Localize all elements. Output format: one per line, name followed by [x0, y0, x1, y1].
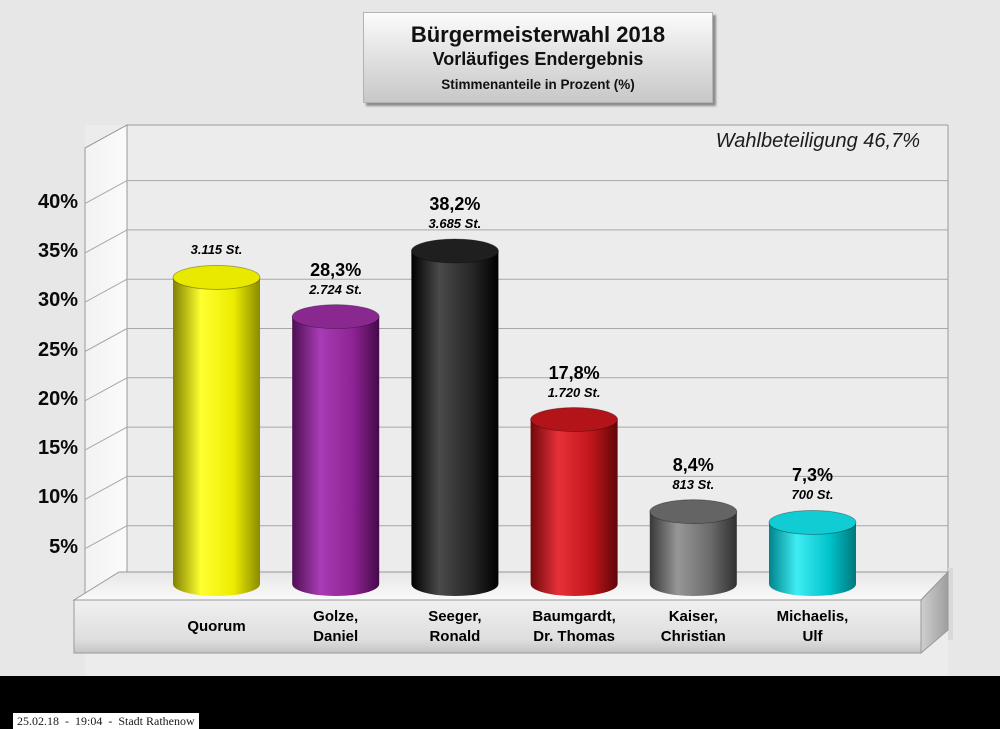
bar-cylinder-michaelis-ulf [768, 510, 857, 596]
bar-votes-label: 3.115 St. [190, 242, 243, 258]
y-tick-label: 5% [49, 535, 78, 558]
bar-votes-label: 700 St. [791, 487, 834, 503]
chart-subtitle: Vorläufiges Endergebnis [432, 49, 644, 69]
bar-pct-label: 7,3% [791, 465, 834, 486]
chart-title: Bürgermeisterwahl 2018 [410, 22, 666, 47]
bar-votes-label: 3.685 St. [428, 216, 482, 231]
footer-stamp: 25.02.18 - 19:04 - Stadt Rathenow [13, 713, 199, 729]
bar-cylinder-quorum [172, 265, 261, 596]
bar-votes-label: 1.720 St. [547, 384, 601, 400]
bar-cylinder-golze-daniel [291, 304, 380, 596]
y-tick-label: 40% [37, 190, 78, 213]
chart-title-box: Bürgermeisterwahl 2018 Vorläufiges Ender… [363, 12, 713, 103]
y-tick-label: 15% [37, 437, 78, 460]
category-label: Quorum [187, 617, 246, 635]
bar-cylinder-seeger-ronald [410, 238, 499, 596]
turnout-annotation: Wahlbeteiligung 46,7% [715, 130, 920, 152]
y-tick-label: 35% [37, 239, 78, 262]
chart-note: Stimmenanteile in Prozent (%) [441, 77, 635, 92]
category-label: Seeger, Ronald [428, 607, 482, 645]
bar-cylinder-kaiser-christian [649, 499, 738, 596]
category-label: Michaelis, Ulf [776, 607, 849, 645]
bar-votes-label: 2.724 St. [309, 281, 363, 297]
y-tick-label: 10% [37, 486, 78, 509]
category-label: Golze, Daniel [313, 607, 359, 645]
category-label: Baumgardt, Dr. Thomas [532, 607, 616, 645]
bar-cylinder-baumgardt-dr-thomas [530, 407, 618, 596]
y-tick-label: 25% [37, 338, 78, 361]
y-tick-label: 20% [37, 387, 78, 410]
footer-band: 25.02.18 - 19:04 - Stadt Rathenow [0, 676, 1000, 729]
bar-pct-label: 17,8% [548, 362, 600, 383]
bar-votes-label: 813 St. [672, 476, 715, 492]
bar-pct-label: 8,4% [672, 454, 714, 475]
y-tick-label: 30% [37, 289, 78, 312]
bar-pct-label: 28,3% [310, 259, 362, 280]
category-label: Kaiser, Christian [660, 607, 726, 645]
bar-pct-label: 38,2% [429, 194, 481, 214]
